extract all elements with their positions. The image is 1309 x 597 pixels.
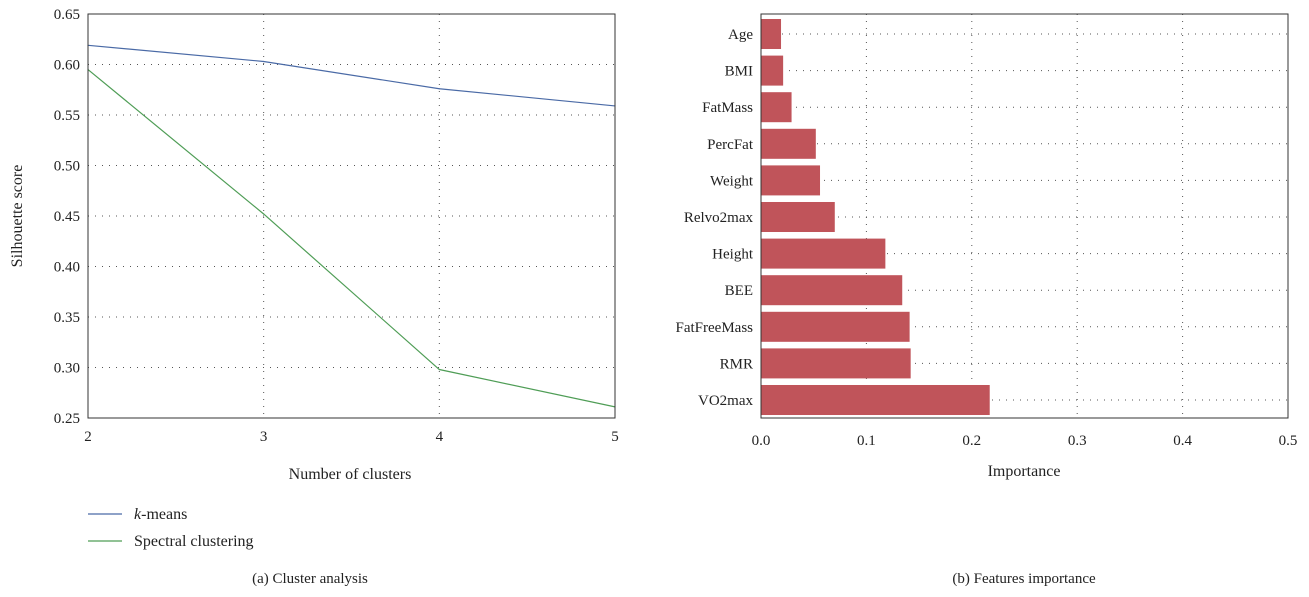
features-importance-chart: 0.0 0.1 0.2 0.3 0.4 0.5 Age BMI FatMass PercFat W…: [676, 13, 1298, 587]
data-point: [263, 60, 265, 63]
category-label: Relvo2max: [684, 210, 754, 226]
category-label: VO2max: [698, 393, 753, 409]
series-line-0: [87, 44, 616, 107]
data-point: [263, 213, 265, 215]
x-tick-label: 0.5: [1279, 433, 1298, 449]
bar-height: [761, 238, 886, 269]
y-tick-label: 0.30: [54, 361, 80, 377]
x-tick-label: 0.0: [752, 433, 771, 449]
bar-bmi: [761, 55, 784, 86]
y-tick-label: 0.40: [54, 260, 80, 276]
x-tick-label: 2: [84, 429, 92, 445]
series-line-1: [87, 69, 616, 408]
x-tick-label: 0.2: [962, 433, 981, 449]
y-tick-label: 0.55: [54, 108, 80, 124]
x-tick-label: 0.3: [1068, 433, 1087, 449]
y-tick-label: 0.35: [54, 310, 80, 326]
plot-frame: [87, 13, 616, 419]
legend: k-means Spectral clustering: [88, 506, 254, 550]
bar-rmr: [761, 348, 911, 379]
y-tick-label: 0.65: [54, 7, 80, 23]
bar-age: [761, 18, 782, 50]
bar-percfat: [761, 128, 816, 159]
x-tick-labels: 0.0 0.1 0.2 0.3 0.4 0.5: [752, 433, 1298, 449]
category-label: Weight: [710, 173, 754, 189]
x-tick-label: 0.4: [1173, 433, 1192, 449]
x-axis-label: Importance: [988, 463, 1061, 480]
bar-vo2max: [761, 384, 990, 416]
category-label: Height: [712, 247, 754, 263]
x-axis-label: Number of clusters: [289, 466, 412, 483]
category-label: RMR: [720, 356, 753, 372]
bar-relvo2max: [761, 201, 835, 233]
category-label: BEE: [725, 283, 753, 299]
legend-label-kmeans: k-means: [134, 506, 187, 523]
y-tick-label: 0.45: [54, 209, 80, 225]
bar-fatfreemass: [761, 311, 910, 342]
cluster-analysis-chart: 2 3 4 5 0.25 0.30 0.35 0.40 0.45 0.50 0.55 0.60 0.6…: [9, 7, 619, 587]
y-tick-labels: 0.25 0.30 0.35 0.40 0.45 0.50 0.55 0.60 0.65: [54, 7, 80, 427]
data-point: [438, 88, 440, 90]
x-tick-labels: 2 3 4 5: [84, 429, 619, 445]
category-label: PercFat: [707, 137, 754, 153]
x-tick-label: 5: [611, 429, 619, 445]
caption-a: (a) Cluster analysis: [252, 571, 368, 587]
y-tick-label: 0.50: [54, 159, 80, 175]
x-tick-label: 4: [436, 429, 444, 445]
category-label: FatFreeMass: [676, 320, 754, 336]
category-label: Age: [728, 27, 753, 43]
y-tick-label: 0.60: [54, 58, 80, 74]
caption-b: (b) Features importance: [952, 571, 1096, 587]
bars: [761, 18, 990, 416]
category-labels: Age BMI FatMass PercFat Weight Relvo2max Heigh…: [676, 27, 754, 409]
x-tick-label: 3: [260, 429, 268, 445]
series-lines: [87, 44, 616, 408]
y-axis-label: Silhouette score: [9, 165, 26, 268]
plot-frame: [760, 13, 1289, 419]
bar-bee: [761, 275, 903, 306]
y-tick-label: 0.25: [54, 411, 80, 427]
data-point: [438, 368, 440, 371]
bar-fatmass: [761, 92, 792, 123]
legend-label-spectral: Spectral clustering: [134, 533, 254, 550]
category-label: BMI: [725, 64, 753, 80]
x-tick-label: 0.1: [857, 433, 876, 449]
category-label: FatMass: [702, 100, 753, 116]
gridlines: [88, 14, 615, 418]
bar-weight: [761, 165, 821, 196]
